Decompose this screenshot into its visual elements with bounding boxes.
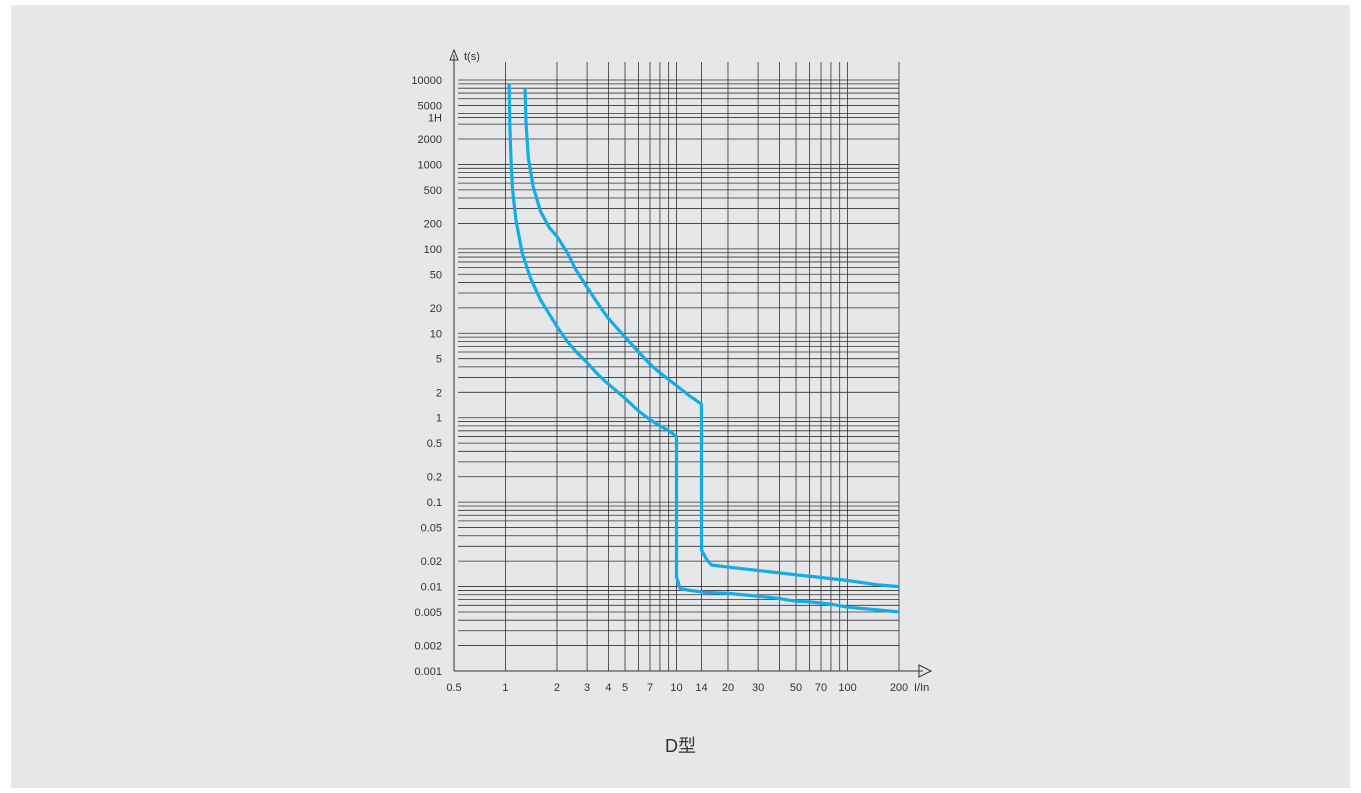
- y-tick-label: 1: [436, 413, 442, 425]
- y-tick-label: 10: [430, 328, 442, 340]
- x-tick-label: 5: [622, 682, 628, 694]
- y-tick-label: 0.001: [414, 666, 442, 678]
- x-tick-label: 30: [752, 682, 764, 694]
- x-tick-label: 20: [722, 682, 734, 694]
- x-tick-label: 200: [890, 682, 908, 694]
- y-tick-label: 0.005: [414, 607, 442, 619]
- lower-trip-curve: [507, 83, 900, 614]
- x-tick-label: 10: [670, 682, 682, 694]
- y-tick-label: 0.05: [421, 523, 442, 535]
- trip-curve-chart: 0.5 1 2 3 4 5 7 10 14 20 30 50 70 100 2001000050001H20…: [411, 48, 933, 694]
- x-tick-label: 50: [790, 682, 802, 694]
- x-tick-label: 14: [695, 682, 707, 694]
- y-axis-title: t(s): [464, 51, 480, 63]
- y-tick-label: 0.5: [427, 438, 442, 450]
- y-tick-label: 5000: [418, 100, 442, 112]
- x-tick-label: 4: [605, 682, 611, 694]
- y-tick-label: 0.2: [427, 472, 442, 484]
- y-tick-label: 5: [436, 354, 442, 366]
- y-tick-label: 0.01: [421, 582, 442, 594]
- y-tick-label: 1000: [418, 159, 442, 171]
- y-tick-label: 500: [424, 185, 442, 197]
- y-tick-label: 200: [424, 218, 442, 230]
- y-axis-arrow-icon: [449, 48, 459, 61]
- x-axis-title: I/In: [914, 682, 929, 694]
- y-tick-label: 2: [436, 387, 442, 399]
- y-tick-label: 10000: [411, 75, 442, 87]
- x-tick-label: 1: [502, 682, 508, 694]
- chart-panel: 0.5 1 2 3 4 5 7 10 14 20 30 50 70 100 200 10000 5000 1H 20…: [11, 5, 1350, 788]
- y-tick-label: 20: [430, 303, 442, 315]
- y-tick-label: 2000: [418, 134, 442, 146]
- y-tick-label: 0.1: [427, 497, 442, 509]
- y-tick-label: 0.02: [421, 556, 442, 568]
- y-tick-label: 1H: [428, 112, 442, 124]
- grid-layer: [458, 62, 900, 672]
- x-tick-label: 2: [554, 682, 560, 694]
- x-tick-label: 7: [647, 682, 653, 694]
- y-tick-label: 0.002: [414, 641, 442, 653]
- x-tick-label: 3: [584, 682, 590, 694]
- x-tick-label: 0.5: [446, 682, 461, 694]
- curve-layer: [507, 83, 900, 614]
- y-tick-label: 50: [430, 269, 442, 281]
- y-tick-label: 100: [424, 244, 442, 256]
- label-layer: 0.5 1 2 3 4 5 7 10 14 20 30 50 70 100 2001000050001H20…: [411, 51, 929, 694]
- x-axis-arrow-icon: [918, 664, 933, 678]
- x-tick-label: 100: [838, 682, 856, 694]
- axis-layer: [449, 48, 933, 678]
- chart-caption: D型: [665, 736, 696, 756]
- upper-trip-curve: [523, 88, 900, 589]
- x-tick-label: 70: [815, 682, 827, 694]
